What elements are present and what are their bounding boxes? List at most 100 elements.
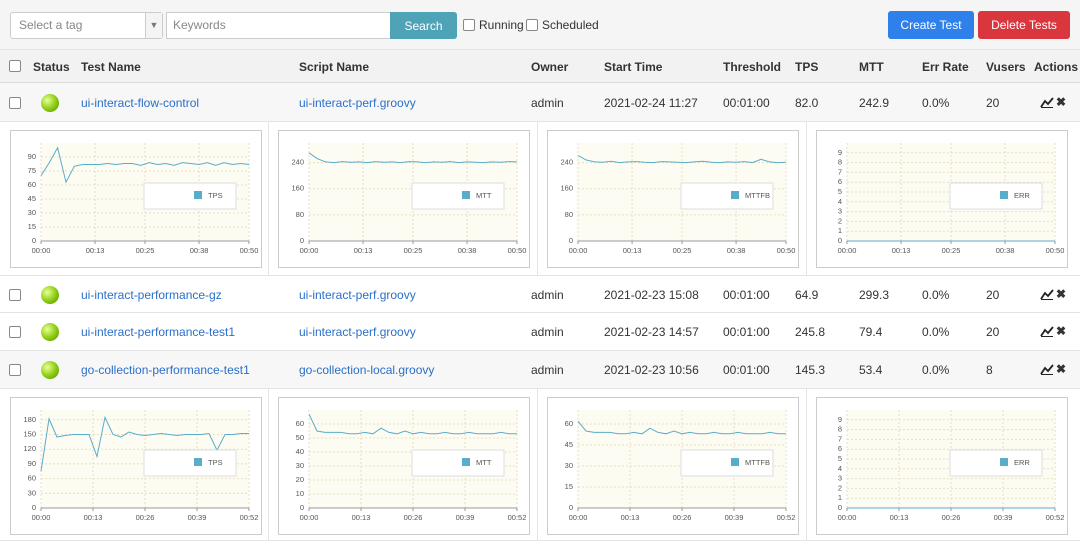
cell-text: 0.0% — [922, 95, 950, 110]
column-header: Owner — [531, 59, 569, 74]
y-tick-label: 80 — [565, 210, 573, 219]
series-line — [308, 413, 517, 435]
chart-box: 0 15 30 45 60 00:00 00:13 00:26 00:39 00:52 MTTFB — [547, 397, 799, 535]
y-tick-label: 2 — [838, 216, 842, 225]
y-tick-label: 75 — [28, 166, 36, 175]
chart-action[interactable] — [1040, 288, 1054, 303]
y-tick-label: 180 — [23, 415, 36, 424]
chart-box: 0 80 160 240 00:00 00:13 00:25 00:38 00:50 MTT — [278, 130, 530, 268]
legend-swatch — [731, 191, 739, 199]
x-tick-label: 00:25 — [673, 246, 692, 255]
running-checkbox[interactable] — [463, 19, 475, 31]
row-checkbox[interactable] — [9, 96, 21, 109]
y-tick-label: 15 — [565, 482, 573, 491]
create-button[interactable]: Create Test — [888, 11, 974, 39]
panel-divider — [806, 389, 807, 541]
y-tick-label: 0 — [569, 503, 573, 512]
cell-text: 2021-02-23 15:08 — [604, 287, 699, 302]
test-link[interactable]: go-collection-performance-test1 — [81, 363, 250, 377]
row-checkbox[interactable] — [9, 364, 21, 376]
chart-action[interactable] — [1040, 96, 1054, 111]
column-header: TPS — [795, 59, 819, 74]
delete-action[interactable]: ✖ — [1056, 324, 1067, 338]
series-line — [308, 152, 518, 164]
test-link[interactable]: go-collection-local.groovy — [299, 363, 435, 377]
chart-box: 0 10 20 30 40 50 60 00:00 00:13 00:26 00:39 00:52 MT… — [278, 397, 530, 535]
delete-button[interactable]: Delete Tests — [978, 11, 1070, 39]
cell-text: 0.0% — [922, 287, 950, 302]
legend-label: TPS — [208, 458, 223, 467]
y-tick-label: 0 — [300, 236, 304, 245]
legend-box — [949, 449, 1043, 477]
x-tick-label: 00:13 — [352, 513, 371, 522]
x-tick-label: 00:39 — [456, 513, 475, 522]
y-tick-label: 2 — [838, 483, 842, 492]
legend-swatch — [194, 458, 202, 466]
row-checkbox[interactable] — [9, 288, 21, 301]
y-tick-label: 30 — [28, 208, 36, 217]
legend-label: ERR — [1014, 458, 1030, 467]
test-link[interactable]: ui-interact-performance-test1 — [81, 325, 236, 339]
y-tick-label: 5 — [838, 454, 842, 463]
keyword-input[interactable]: Keywords — [166, 12, 391, 39]
test-link[interactable]: ui-interact-perf.groovy — [299, 287, 416, 302]
search-button[interactable]: Search — [390, 12, 457, 39]
cell-text: 00:01:00 — [723, 325, 770, 339]
column-header: Vusers — [986, 59, 1026, 74]
y-tick-label: 6 — [838, 177, 842, 186]
chart-box: 0 15 30 45 60 75 90 00:00 00:13 00:25 00:38 00:50 TP… — [10, 130, 262, 268]
mini-chart: 0 30 60 90 120 150 180 00:00 00:13 00:26 00:39 00:5… — [23, 410, 259, 522]
y-tick-label: 45 — [565, 440, 573, 449]
cell-text: 245.8 — [795, 325, 826, 339]
cell-text: 82.0 — [795, 95, 819, 110]
cell-text: 8 — [986, 363, 993, 377]
x-tick-label: 00:00 — [32, 246, 51, 255]
x-tick-label: 00:52 — [240, 513, 259, 522]
x-tick-label: 00:50 — [777, 246, 796, 255]
chart-action[interactable] — [1040, 325, 1054, 340]
column-header: Actions — [1034, 59, 1079, 74]
legend-label: TPS — [208, 191, 223, 200]
cell-text: 2021-02-23 14:57 — [604, 325, 699, 339]
header-checkbox[interactable] — [9, 60, 21, 72]
mini-chart: 0 15 30 45 60 00:00 00:13 00:26 00:39 00:52 MTTFB — [565, 410, 796, 522]
test-link[interactable]: ui-interact-perf.groovy — [299, 325, 416, 339]
status-icon — [41, 93, 59, 112]
x-tick-label: 00:25 — [942, 246, 961, 255]
chart-action[interactable] — [1040, 363, 1054, 378]
cell-text: 00:01:00 — [723, 95, 770, 110]
legend-label: MTTFB — [745, 191, 770, 200]
delete-action[interactable]: ✖ — [1056, 362, 1067, 376]
y-tick-label: 15 — [28, 222, 36, 231]
column-header: Script Name — [299, 59, 370, 74]
test-link[interactable]: ui-interact-flow-control — [81, 95, 200, 110]
x-tick-label: 00:26 — [942, 513, 961, 522]
legend-box — [411, 182, 505, 210]
x-tick-label: 00:13 — [890, 513, 909, 522]
y-tick-label: 9 — [838, 415, 842, 424]
y-tick-label: 10 — [296, 489, 304, 498]
x-tick-label: 00:13 — [623, 246, 642, 255]
tag-select[interactable]: Select a tag — [10, 12, 163, 39]
delete-action[interactable]: ✖ — [1056, 94, 1067, 109]
delete-action[interactable]: ✖ — [1056, 286, 1067, 301]
column-header: Test Name — [81, 59, 141, 74]
x-tick-label: 00:00 — [569, 513, 588, 522]
row-bg — [0, 313, 1080, 351]
x-tick-label: 00:52 — [777, 513, 796, 522]
x-tick-label: 00:38 — [996, 246, 1015, 255]
x-tick-label: 00:50 — [1046, 246, 1065, 255]
x-tick-label: 00:00 — [300, 513, 319, 522]
y-tick-label: 50 — [296, 433, 304, 442]
mini-chart: 0 80 160 240 00:00 00:13 00:25 00:38 00:50 MTTFB — [560, 143, 796, 255]
test-link[interactable]: ui-interact-perf.groovy — [299, 95, 416, 110]
row-bg — [0, 351, 1080, 389]
x-tick-label: 00:39 — [994, 513, 1013, 522]
cell-text: 242.9 — [859, 95, 890, 110]
row-checkbox[interactable] — [9, 326, 21, 338]
test-link[interactable]: ui-interact-performance-gz — [81, 287, 222, 302]
scheduled-checkbox[interactable] — [526, 19, 538, 31]
y-tick-label: 6 — [838, 444, 842, 453]
